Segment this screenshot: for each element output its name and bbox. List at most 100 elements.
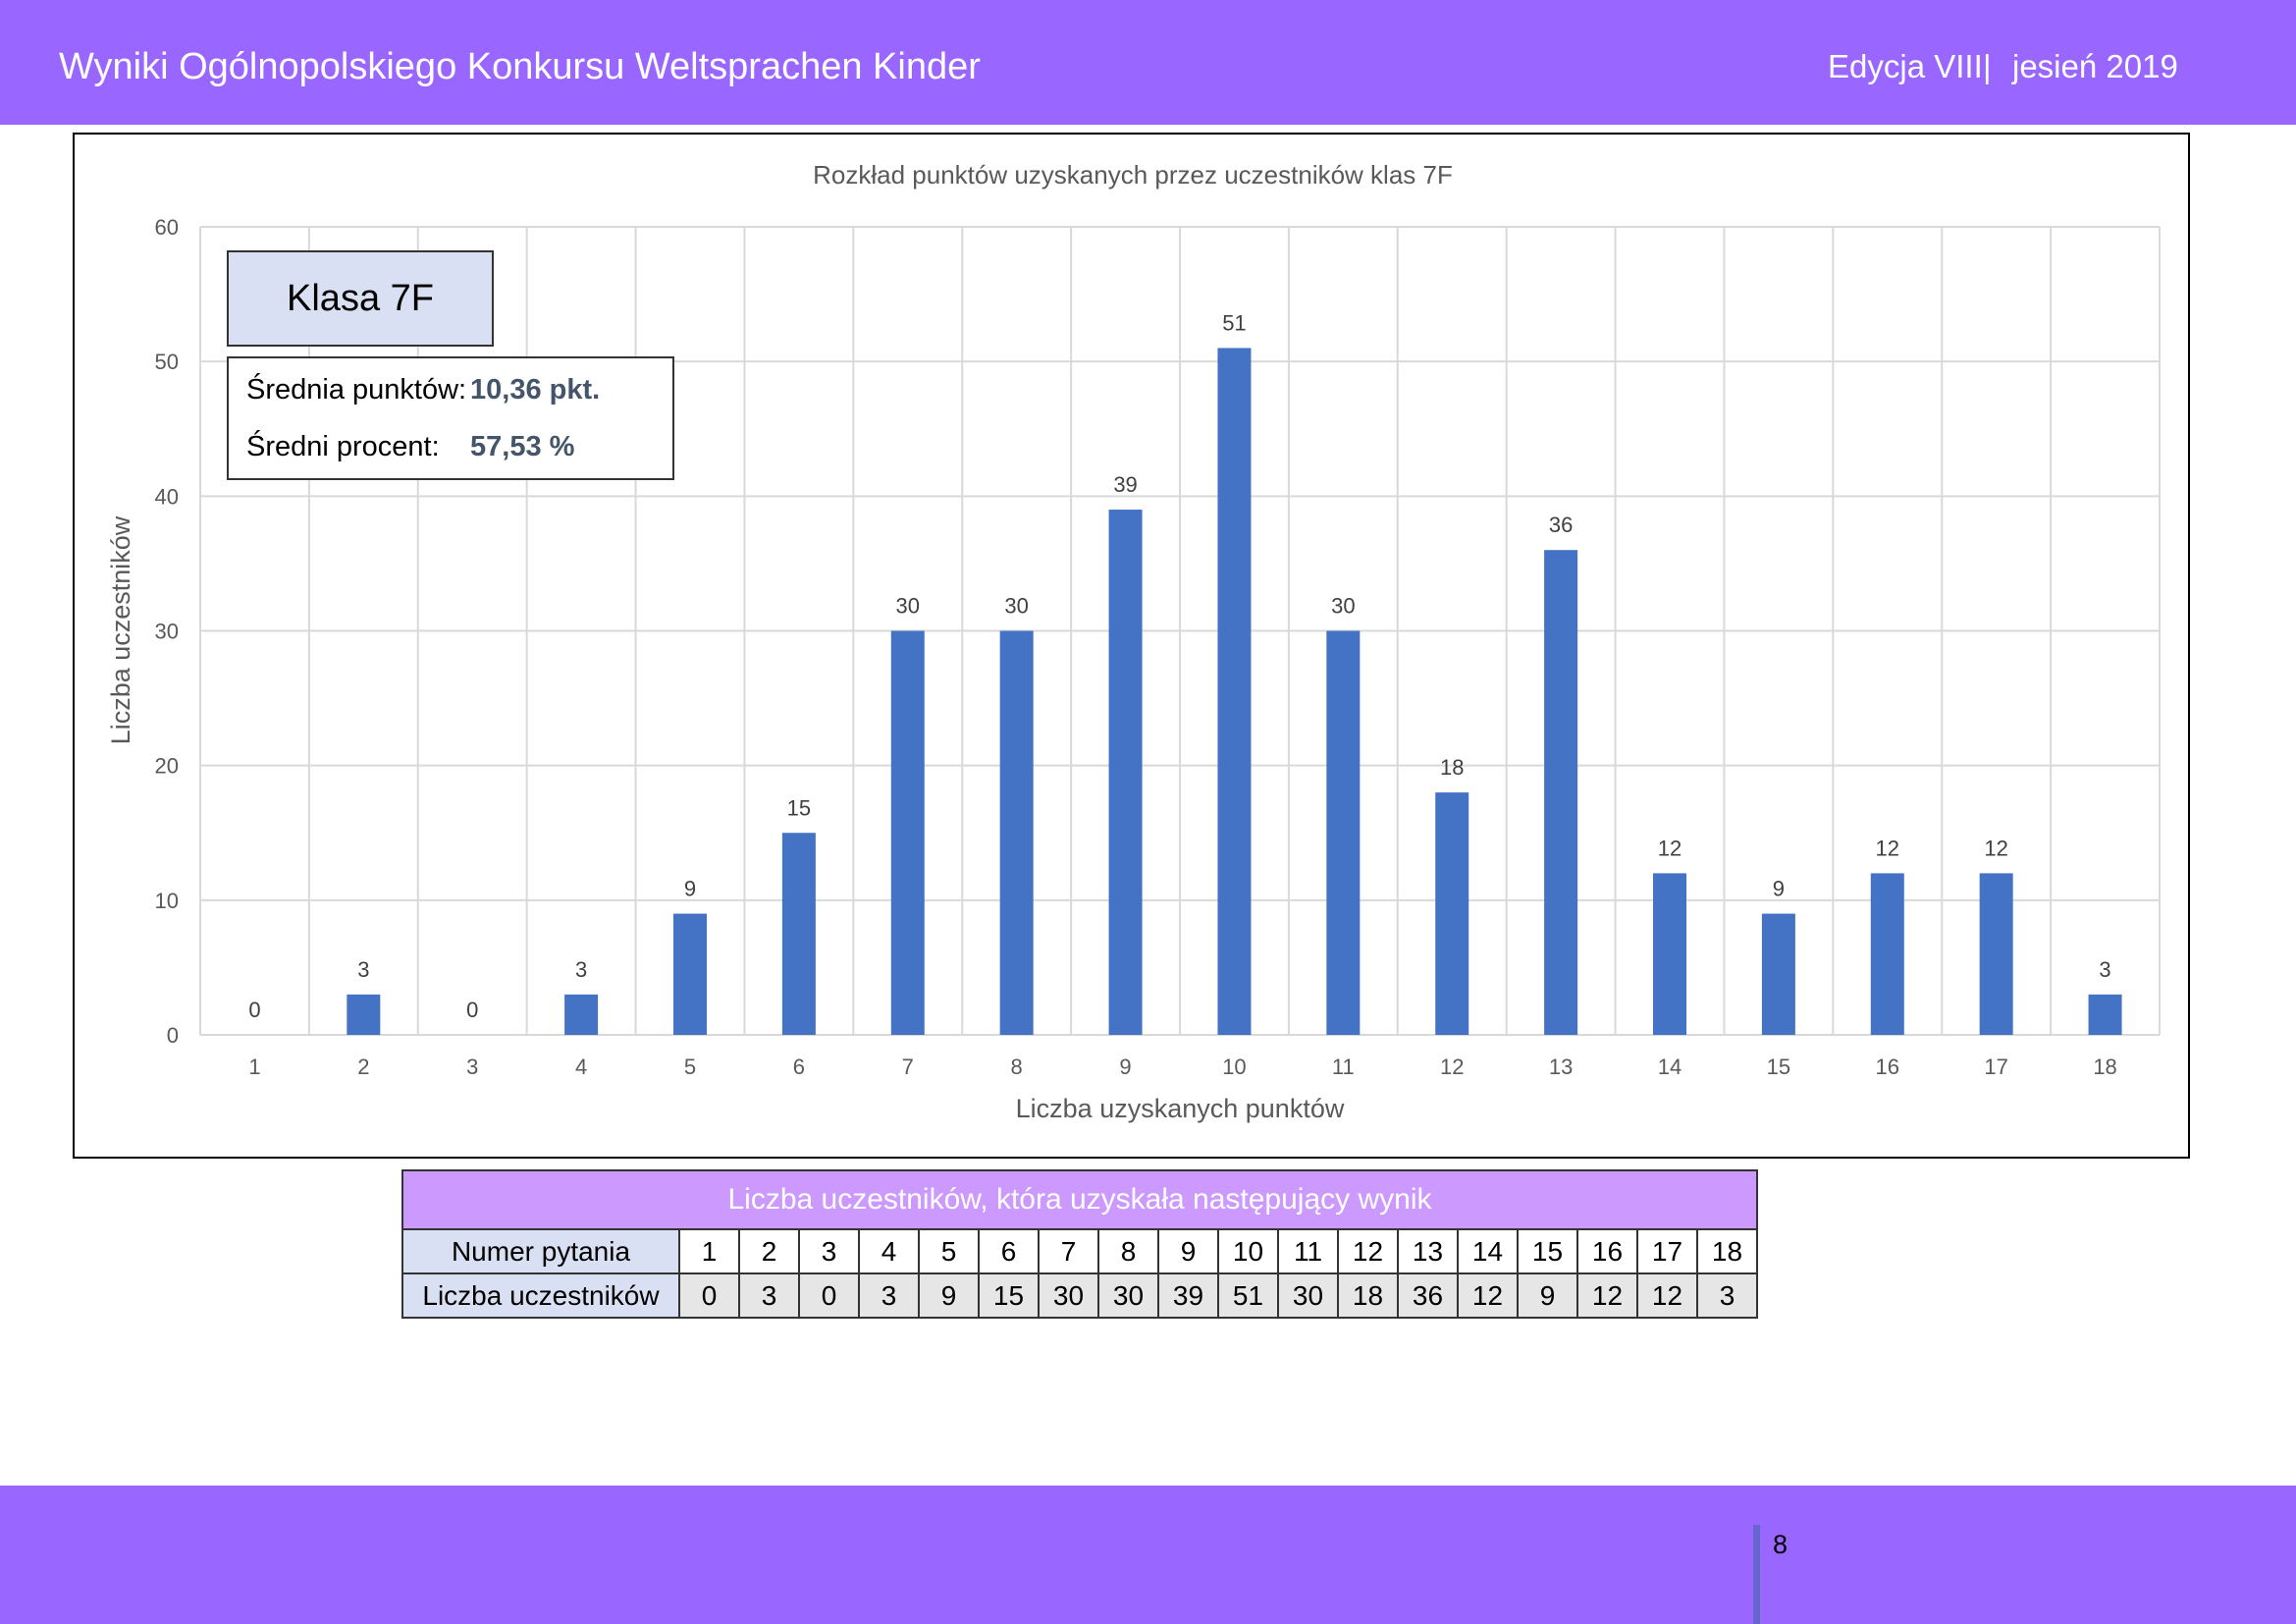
table-cell-participant-count: 3 (1696, 1272, 1758, 1319)
chart-title: Rozkład punktów uzyskanych przez uczestn… (813, 160, 1453, 189)
avg-percent-row: Średni procent: 57,53 % (246, 427, 574, 466)
y-tick-label: 60 (155, 215, 179, 240)
table-cell-participant-count: 15 (978, 1272, 1040, 1319)
data-label: 18 (1440, 755, 1464, 780)
data-label: 0 (466, 998, 478, 1022)
table-caption: Liczba uczestników, która uzyskała nastę… (401, 1169, 1758, 1230)
table-cell-participant-count: 30 (1277, 1272, 1339, 1319)
page-footer: 8 (0, 1486, 2296, 1624)
season-label: jesień 2019 (2012, 48, 2178, 84)
x-tick-label: 1 (248, 1055, 260, 1079)
table-cell-question-number: 6 (978, 1228, 1040, 1274)
avg-points-value: 10,36 pkt. (470, 374, 601, 406)
avg-percent-label: Średni procent: (246, 431, 440, 462)
x-tick-label: 15 (1767, 1055, 1790, 1079)
stats-box: Średnia punktów: 10,36 pkt. Średni proce… (227, 356, 674, 480)
y-tick-label: 0 (167, 1023, 179, 1048)
data-label: 0 (248, 998, 260, 1022)
avg-percent-value: 57,53 % (470, 431, 575, 462)
x-tick-label: 3 (466, 1055, 478, 1079)
table-cell-participant-count: 12 (1576, 1272, 1638, 1319)
data-label: 30 (896, 594, 920, 619)
table-cell-participant-count: 18 (1337, 1272, 1399, 1319)
table-row-questions: Numer pytania 1 2 3 4 5 6 7 8 9 10 11 12 13 14 15 16 17 1… (401, 1228, 1758, 1274)
table-row-counts: Liczba uczestników 0 3 0 3 9 15 30 30 39 51 30 18 36… (401, 1272, 1758, 1319)
x-tick-label: 12 (1440, 1055, 1464, 1079)
table-cell-question-number: 5 (918, 1228, 980, 1274)
report-title: Wyniki Ogólnopolskiego Konkursu Weltspra… (59, 46, 981, 87)
y-tick-label: 10 (155, 889, 179, 913)
table-cell-question-number: 1 (678, 1228, 740, 1274)
table-cell-participant-count: 30 (1097, 1272, 1159, 1319)
row-label-counts: Liczba uczestników (401, 1272, 680, 1319)
class-label-box: Klasa 7F (227, 250, 494, 347)
data-label: 30 (1331, 594, 1355, 619)
table-cell-participant-count: 51 (1217, 1272, 1279, 1319)
x-tick-label: 14 (1658, 1055, 1682, 1079)
data-label: 30 (1004, 594, 1028, 619)
bar (1870, 873, 1904, 1035)
y-tick-label: 20 (155, 754, 179, 779)
table-cell-participant-count: 3 (858, 1272, 920, 1319)
table-cell-question-number: 17 (1636, 1228, 1698, 1274)
table-cell-participant-count: 12 (1457, 1272, 1519, 1319)
x-tick-label: 13 (1549, 1055, 1573, 1079)
table-cell-participant-count: 3 (738, 1272, 800, 1319)
chart-frame: Rozkład punktów uzyskanych przez uczestn… (73, 133, 2190, 1159)
table-cell-participant-count: 9 (1517, 1272, 1578, 1319)
x-tick-label: 16 (1876, 1055, 1899, 1079)
table-cell-question-number: 7 (1038, 1228, 1099, 1274)
avg-points-row: Średnia punktów: 10,36 pkt. (246, 370, 600, 409)
table-cell-participant-count: 30 (1038, 1272, 1099, 1319)
table-cell-question-number: 18 (1696, 1228, 1758, 1274)
data-label: 3 (357, 957, 369, 982)
y-tick-label: 30 (155, 620, 179, 644)
table-cell-question-number: 9 (1157, 1228, 1219, 1274)
table-cell-participant-count: 39 (1157, 1272, 1219, 1319)
x-axis-label: Liczba uzyskanych punktów (1016, 1094, 1345, 1123)
bar (781, 833, 816, 1035)
header-separator: | (1983, 48, 1992, 84)
table-cell-question-number: 8 (1097, 1228, 1159, 1274)
bar (673, 913, 707, 1035)
table-cell-question-number: 3 (798, 1228, 860, 1274)
table-cell-question-number: 16 (1576, 1228, 1638, 1274)
y-tick-label: 50 (155, 350, 179, 374)
x-tick-label: 5 (684, 1055, 696, 1079)
table-cell-question-number: 4 (858, 1228, 920, 1274)
avg-points-label: Średnia punktów: (246, 374, 467, 406)
table-cell-question-number: 10 (1217, 1228, 1279, 1274)
bar (1217, 348, 1252, 1035)
table-cell-participant-count: 0 (798, 1272, 860, 1319)
x-tick-label: 6 (793, 1055, 805, 1079)
y-tick-label: 40 (155, 484, 179, 509)
page-number: 8 (1773, 1530, 1789, 1559)
data-label: 12 (1876, 836, 1899, 860)
table-caption-row: Liczba uczestników, która uzyskała nastę… (401, 1169, 1758, 1230)
bar (1435, 792, 1469, 1035)
data-label: 15 (787, 795, 811, 820)
bar (1761, 913, 1795, 1035)
x-tick-label: 7 (902, 1055, 914, 1079)
footer-divider (1753, 1525, 1760, 1624)
bar (2088, 994, 2122, 1035)
table-cell-participant-count: 36 (1397, 1272, 1459, 1319)
data-label: 3 (2099, 957, 2110, 982)
x-tick-label: 17 (1984, 1055, 2007, 1079)
data-label: 39 (1113, 472, 1137, 497)
table-cell-question-number: 12 (1337, 1228, 1399, 1274)
x-tick-label: 2 (357, 1055, 369, 1079)
data-label: 51 (1222, 310, 1246, 335)
edition-label: Edycja VIII (1828, 48, 1983, 84)
bar (999, 630, 1034, 1035)
table-cell-participant-count: 9 (918, 1272, 980, 1319)
x-tick-label: 4 (575, 1055, 587, 1079)
row-label-questions: Numer pytania (401, 1228, 680, 1274)
table-cell-participant-count: 0 (678, 1272, 740, 1319)
y-axis-label: Liczba uczestników (106, 515, 135, 744)
data-label: 9 (684, 877, 696, 901)
table-cell-question-number: 15 (1517, 1228, 1578, 1274)
data-label: 3 (575, 957, 587, 982)
x-tick-label: 18 (2093, 1055, 2116, 1079)
bar (1653, 873, 1686, 1035)
